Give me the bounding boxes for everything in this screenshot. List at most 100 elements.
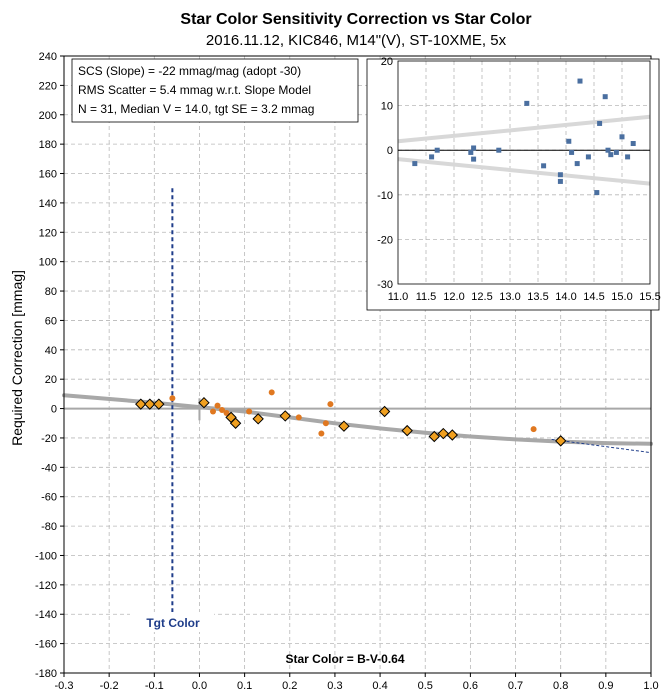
x-tick-label: 0.4	[372, 680, 387, 692]
inset-y-tick-label: -20	[377, 234, 393, 246]
x-tick-label: 0.2	[282, 680, 297, 692]
target-label-bg	[130, 612, 214, 632]
y-tick-label: 220	[39, 80, 57, 92]
plot-area-frame	[63, 55, 652, 674]
inset-x-tick-labels: 11.0 11.5 12.0 12.5 13.0 13.5 14.0 14.5 15.0 15.5	[388, 291, 661, 303]
inset-x-tick-label: 13.5	[527, 291, 548, 303]
extension-dashed-line	[551, 438, 652, 454]
target-label-group: Tgt Color	[130, 612, 214, 632]
annotation-line-3: N = 31, Median V = 14.0, tgt SE = 3.2 mm…	[78, 102, 314, 116]
inset-data-point	[605, 147, 611, 153]
inset-envelope-upper	[397, 114, 651, 144]
inset-x-tick-label: 14.0	[555, 291, 576, 303]
chart-title: Star Color Sensitivity Correction vs Sta…	[180, 11, 531, 28]
inset-data-point	[496, 147, 502, 153]
x-tick-label: -0.2	[100, 680, 119, 692]
inset-data-point	[471, 156, 477, 162]
annotation-line-1: SCS (Slope) = -22 mmag/mag (adopt -30)	[78, 64, 301, 78]
y-tick-label: -160	[35, 639, 57, 651]
inset-data-point	[585, 154, 591, 160]
inset-x-tick-label: 12.0	[443, 291, 464, 303]
inset-y-tick-label: 20	[381, 56, 393, 68]
y-tick-label: 180	[39, 139, 57, 151]
inset-chart: 11.0 11.5 12.0 12.5 13.0 13.5 14.0 14.5 15.0 15.5…	[366, 56, 661, 311]
data-point-diamond	[446, 429, 459, 441]
inset-data-point	[625, 154, 631, 160]
y-tick-label: -40	[41, 462, 57, 474]
inset-data-point	[434, 147, 440, 153]
inset-y-tick-label: 10	[381, 101, 393, 113]
data-point-dot	[214, 402, 221, 409]
y-tick-label: 0	[51, 404, 57, 416]
inset-x-tick-label: 15.0	[611, 291, 632, 303]
inset-data-point	[594, 190, 600, 196]
data-point-diamond	[229, 417, 242, 429]
x-tick-label: 1.0	[643, 680, 658, 692]
y-tick-label: -140	[35, 609, 57, 621]
x-tick-label: 0.7	[508, 680, 523, 692]
data-point-diamond	[437, 427, 449, 440]
y-tick-label: 80	[45, 286, 57, 298]
data-point-diamond	[135, 398, 147, 410]
inset-data-point	[471, 145, 477, 151]
data-point-dot	[246, 408, 253, 415]
y-tick-label: 140	[39, 198, 57, 210]
data-point-diamond	[279, 410, 291, 422]
x-tick-label: -0.3	[55, 680, 74, 692]
inset-plot-frame	[397, 60, 651, 285]
inset-data-point	[613, 149, 619, 155]
target-color-label: Tgt Color	[146, 616, 200, 630]
inset-y-tick-label: 0	[387, 145, 393, 157]
x-tick-label: 0.3	[327, 680, 342, 692]
inset-y-tick-label: -30	[377, 279, 393, 291]
inset-data-point	[577, 78, 583, 84]
main-data-marks	[62, 188, 653, 612]
x-tick-label: -0.1	[145, 680, 164, 692]
x-axis-label: Star Color = B-V-0.64	[285, 652, 404, 666]
inset-x-tick-label: 11.0	[388, 291, 409, 303]
inset-x-tick-label: 15.5	[639, 291, 660, 303]
data-point-dot	[322, 420, 329, 427]
data-point-dot	[219, 407, 226, 414]
data-point-dot	[318, 430, 325, 437]
inset-data-point	[566, 138, 572, 144]
inset-envelope-lower	[397, 157, 651, 186]
data-point-diamond	[252, 413, 264, 425]
inset-data-point	[557, 172, 563, 178]
data-point-diamond	[428, 430, 440, 443]
y-tick-label: 160	[39, 169, 57, 181]
y-tick-label: -100	[35, 550, 57, 562]
inset-data-point	[602, 94, 608, 100]
inset-x-tick-label: 13.0	[499, 291, 520, 303]
x-tick-label: 0.9	[598, 680, 613, 692]
inset-y-tick-label: -10	[377, 190, 393, 202]
annotation-line-2: RMS Scatter = 5.4 mmag w.r.t. Slope Mode…	[78, 83, 311, 97]
x-tick-label: 0.1	[237, 680, 252, 692]
inset-data-point	[412, 161, 418, 167]
y-tick-label: 240	[39, 51, 57, 63]
chart-subtitle: 2016.11.12, KIC846, M14"(V), ST-10XME, 5…	[206, 32, 507, 49]
x-tick-label: 0.0	[192, 680, 207, 692]
inset-data-point	[557, 178, 563, 184]
inset-data-point	[574, 161, 580, 167]
data-point-diamond	[554, 435, 567, 447]
data-point-diamond	[401, 424, 413, 437]
y-tick-label: 200	[39, 110, 57, 122]
y-tick-labels: -180 -160 -140 -120 -100 -80 -60 -40 -20 0 20 40 60 8…	[35, 51, 64, 680]
inset-outer-frame	[366, 58, 660, 311]
data-point-dot	[327, 401, 334, 408]
inset-data-point	[619, 134, 625, 140]
inset-data-point	[541, 163, 547, 169]
inset-x-tick-label: 14.5	[583, 291, 604, 303]
inset-y-tick-labels: -30 -20 -10 0 10 20	[377, 56, 393, 291]
y-tick-label: -180	[35, 668, 57, 680]
x-tick-labels: -0.3 -0.2 -0.1 0.0 0.1 0.2 0.3 0.4 0.5 0.6 0.7 0.8 0…	[55, 673, 659, 692]
data-point-diamond	[198, 396, 210, 409]
y-tick-label: 60	[45, 315, 57, 327]
y-tick-label: 100	[39, 257, 57, 269]
data-point-dot	[295, 414, 302, 421]
inset-data-point	[468, 149, 474, 155]
data-point-dot	[530, 426, 537, 433]
inset-x-tick-label: 11.5	[416, 291, 437, 303]
